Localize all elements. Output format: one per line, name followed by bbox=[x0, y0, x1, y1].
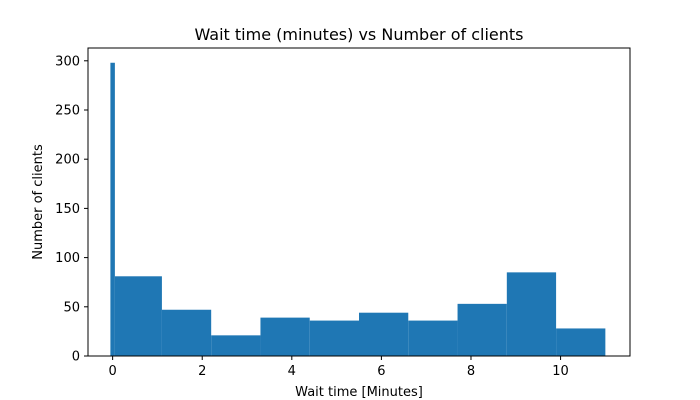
x-tick-label: 10 bbox=[552, 364, 569, 379]
y-axis-label: Number of clients bbox=[31, 144, 46, 260]
histogram-bar bbox=[309, 320, 359, 356]
histogram-bar bbox=[211, 335, 261, 356]
y-tick-label: 150 bbox=[55, 202, 80, 217]
y-tick-label: 250 bbox=[55, 103, 80, 118]
x-tick-label: 0 bbox=[108, 364, 116, 379]
x-axis-ticks: 0 2 4 6 8 10 bbox=[108, 356, 569, 379]
y-tick-label: 200 bbox=[55, 153, 80, 168]
bars-group bbox=[110, 62, 606, 356]
chart-title: Wait time (minutes) vs Number of clients bbox=[194, 25, 523, 44]
histogram-bar bbox=[408, 320, 458, 356]
histogram-bar bbox=[556, 328, 606, 356]
x-tick-label: 4 bbox=[288, 364, 296, 379]
y-tick-label: 300 bbox=[55, 54, 80, 69]
x-tick-label: 8 bbox=[467, 364, 475, 379]
histogram-bar bbox=[457, 303, 507, 356]
histogram-bar bbox=[110, 62, 115, 356]
x-tick-label: 6 bbox=[377, 364, 385, 379]
histogram-bar bbox=[359, 312, 409, 356]
y-tick-label: 0 bbox=[72, 350, 80, 365]
y-axis-ticks: 0 50 100 150 200 250 300 bbox=[55, 54, 88, 365]
x-tick-label: 2 bbox=[198, 364, 206, 379]
y-tick-label: 100 bbox=[55, 251, 80, 266]
histogram-bar bbox=[260, 317, 310, 356]
histogram-bar bbox=[161, 309, 212, 356]
histogram-bar bbox=[114, 276, 162, 356]
y-tick-label: 50 bbox=[63, 300, 80, 315]
histogram-bar bbox=[506, 272, 557, 356]
x-axis-label: Wait time [Minutes] bbox=[295, 385, 423, 400]
plot-frame bbox=[87, 47, 631, 357]
